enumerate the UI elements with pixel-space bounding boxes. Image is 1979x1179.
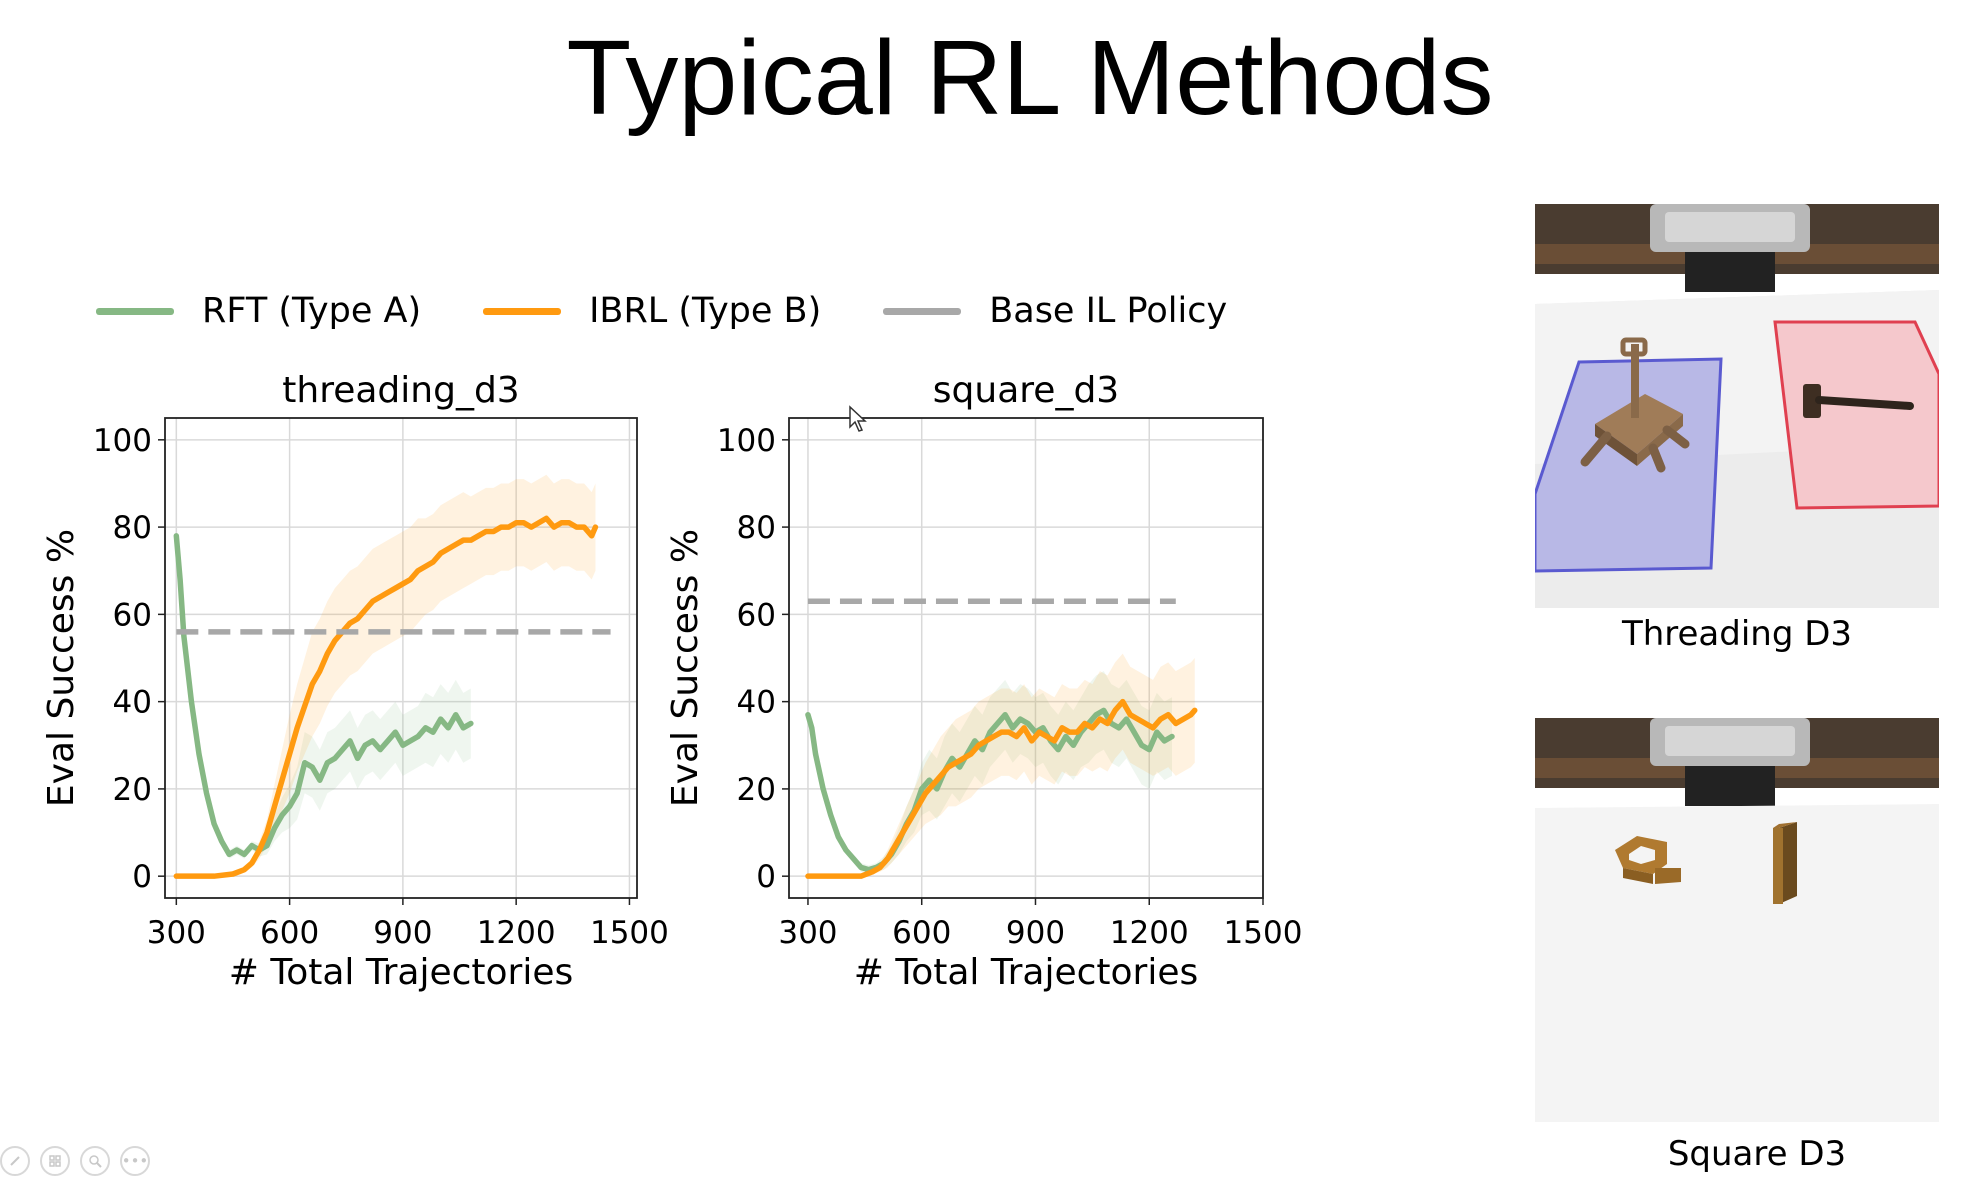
plot-area xyxy=(173,474,611,879)
y-tick-label: 40 xyxy=(113,685,152,721)
y-axis-label: Eval Success % xyxy=(41,529,82,807)
mouse-cursor-icon xyxy=(849,405,867,432)
legend-label-base-il: Base IL Policy xyxy=(989,291,1228,331)
y-axis-label: Eval Success % xyxy=(665,529,706,807)
legend-item-rft: RFT (Type A) xyxy=(96,291,421,331)
y-tick-label: 80 xyxy=(113,510,152,546)
y-tick-label: 40 xyxy=(737,685,776,721)
x-tick-label: 1500 xyxy=(590,915,669,951)
x-axis-label: # Total Trajectories xyxy=(854,952,1198,993)
more-label: ••• xyxy=(121,1152,149,1170)
presentation-toolbar: ••• xyxy=(0,1146,150,1176)
legend: RFT (Type A) IBRL (Type B) Base IL Polic… xyxy=(96,283,1289,339)
confidence-band-1 xyxy=(807,653,1195,877)
x-tick-label: 1200 xyxy=(477,915,556,951)
legend-swatch-ibrl xyxy=(483,307,562,315)
y-tick-label: 0 xyxy=(132,859,152,895)
square-scene-image xyxy=(1535,718,1939,1122)
chart-1: 300 600 900 1200 1500 0 20 40 60 80 100 square_d3 # … xyxy=(665,370,1302,993)
slides-icon[interactable] xyxy=(40,1146,70,1176)
chart-title: square_d3 xyxy=(933,370,1119,411)
plot-area xyxy=(805,598,1198,879)
square-scene xyxy=(1535,718,1939,1122)
legend-item-base-il: Base IL Policy xyxy=(883,291,1227,331)
threading-scene xyxy=(1535,204,1939,608)
series-line-1 xyxy=(805,698,1198,879)
y-tick-label: 20 xyxy=(737,772,776,808)
legend-label-rft: RFT (Type A) xyxy=(202,291,422,331)
y-tick-label: 80 xyxy=(737,510,776,546)
x-tick-label: 1500 xyxy=(1224,915,1303,951)
x-tick-label: 900 xyxy=(373,915,432,951)
legend-label-ibrl: IBRL (Type B) xyxy=(589,291,822,331)
y-tick-label: 20 xyxy=(113,772,152,808)
zoom-icon[interactable] xyxy=(80,1146,110,1176)
legend-swatch-base-il xyxy=(883,307,962,315)
more-icon[interactable]: ••• xyxy=(120,1146,150,1176)
x-tick-label: 900 xyxy=(1006,915,1065,951)
confidence-band-1 xyxy=(176,474,596,877)
slide-title: Typical RL Methods xyxy=(566,19,1494,137)
x-tick-label: 600 xyxy=(892,915,951,951)
y-tick-label: 60 xyxy=(737,597,776,633)
chart-title: threading_d3 xyxy=(282,370,519,411)
threading-caption: Threading D3 xyxy=(1621,614,1853,654)
plot-frame xyxy=(788,417,1264,899)
x-tick-label: 1200 xyxy=(1110,915,1189,951)
x-tick-label: 300 xyxy=(147,915,206,951)
y-tick-label: 100 xyxy=(717,423,776,459)
series-line-0 xyxy=(173,533,474,858)
series-line-1 xyxy=(173,515,599,879)
square-caption: Square D3 xyxy=(1667,1134,1847,1174)
threading-scene-image xyxy=(1535,204,1939,608)
plot-frame xyxy=(164,417,638,899)
legend-swatch-rft xyxy=(96,307,174,315)
x-tick-label: 300 xyxy=(778,915,837,951)
y-tick-label: 0 xyxy=(756,859,776,895)
legend-item-ibrl: IBRL (Type B) xyxy=(483,291,821,331)
x-axis-label: # Total Trajectories xyxy=(229,952,573,993)
pen-icon[interactable] xyxy=(0,1146,30,1176)
chart-0: 300 600 900 1200 1500 0 20 40 60 80 100 threading_d… xyxy=(41,370,669,993)
confidence-band-0 xyxy=(807,671,1172,874)
confidence-band-0 xyxy=(176,535,471,859)
y-tick-label: 60 xyxy=(113,597,152,633)
x-tick-label: 600 xyxy=(260,915,319,951)
y-tick-label: 100 xyxy=(93,423,152,459)
